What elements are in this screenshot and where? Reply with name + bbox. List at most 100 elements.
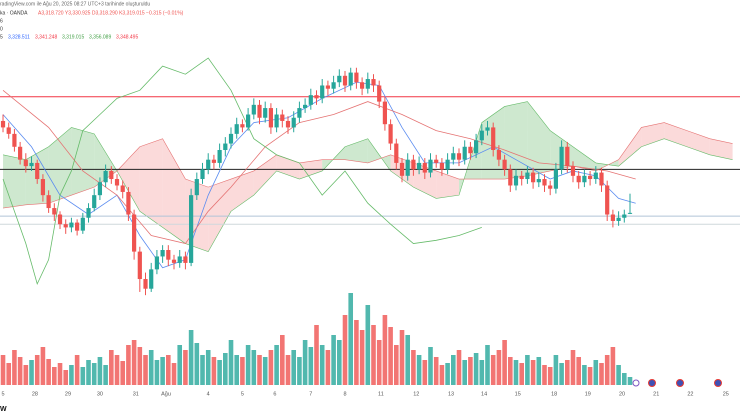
volume-bar [251,350,257,385]
x-tick-label: 20 [619,391,625,397]
candle-body [411,159,416,170]
cloud-segment [527,101,551,176]
volume-bar [502,340,507,385]
candle-body [46,195,51,209]
volume-bar [160,357,165,385]
cloud-segment [231,170,254,212]
volume-bar [411,350,416,385]
volume-bar [621,373,627,385]
candle-body [75,222,80,231]
volume-bar [40,347,46,385]
volume-bar [302,340,308,385]
candle-body [394,143,399,163]
event-flag[interactable] [676,379,684,387]
candle-body [331,82,336,89]
candle-body [217,150,222,163]
volume-bar [63,370,69,385]
candle-body [177,256,182,263]
candle-body [542,179,547,186]
x-tick-label: 25 [723,391,729,397]
event-flag[interactable] [648,379,656,387]
candle-body [183,256,188,263]
volume-bar [547,367,553,385]
candle-body [251,104,256,115]
candle-body [149,269,154,289]
candle-body [103,170,108,183]
volume-bar [245,345,251,385]
cloud-segment [345,138,368,163]
volume-bar [6,363,12,385]
candle-body [234,124,239,134]
x-tick-label: Ağu [161,391,171,397]
volume-bar [519,363,524,385]
candle-body [280,114,285,121]
volume-bar [496,350,502,385]
volume-bar [291,350,297,385]
header-row: 6 [0,18,3,24]
volume-bar [257,355,262,385]
candle-body [405,159,410,176]
indicator-line [2,57,482,286]
candle-body [206,159,211,170]
volume-bar [405,335,411,385]
cloud-segment [709,138,733,160]
volume-bar [599,363,604,385]
volume-bar [371,325,376,385]
cloud-segment [117,146,140,212]
volume-bar [188,330,194,385]
volume-bar [126,345,131,385]
volume-bar [285,355,291,385]
volume-bar [542,365,547,385]
candle-body [627,212,633,214]
candle-body [530,172,536,183]
candle-body [479,130,484,141]
candle-body [536,179,541,183]
cloud-segment [641,122,665,147]
volume-bar [194,343,200,385]
candle-body [69,222,74,228]
volume-bar [337,340,342,385]
candle-body [211,159,217,163]
volume-bar [109,350,114,385]
candle-body [6,127,11,134]
volume-bar [445,363,450,385]
candle-body [348,72,353,86]
volume-bar [211,357,217,385]
x-tick-label: 28 [32,391,38,397]
volume-bar [319,345,325,385]
candle-body [513,175,519,186]
candle-body [246,114,251,128]
x-tick-label: 6 [273,391,276,397]
volume-bar [223,353,228,385]
candle-body [0,120,6,128]
volume-bar [148,350,154,385]
event-flag[interactable] [714,379,722,387]
volume-bar [177,345,183,385]
x-tick-label: 15 [515,391,521,397]
candle-body [337,75,342,83]
volume-bar [376,340,382,385]
candle-body [474,140,479,154]
volume-bar [234,355,240,385]
volume-bar [57,363,63,385]
candle-body [502,159,507,170]
candle-body [23,159,28,167]
x-tick-label: 5 [241,391,244,397]
volume-layer [0,293,633,385]
volume-bar [342,315,348,385]
candle-body [92,195,97,209]
volume-bar [74,355,80,385]
candle-body [371,79,376,86]
x-tick-label: 22 [687,391,693,397]
volume-bar [34,355,40,385]
candle-body [63,224,68,228]
volume-bar [0,355,6,385]
volume-bar [240,357,245,385]
candle-body [86,208,91,218]
volume-bar [399,330,405,385]
indicator-value: 3,348.495 [116,34,138,40]
candle-body [57,214,63,225]
event-flag[interactable] [632,379,640,387]
candle-body [525,172,530,180]
x-tick-label: 19 [585,391,591,397]
